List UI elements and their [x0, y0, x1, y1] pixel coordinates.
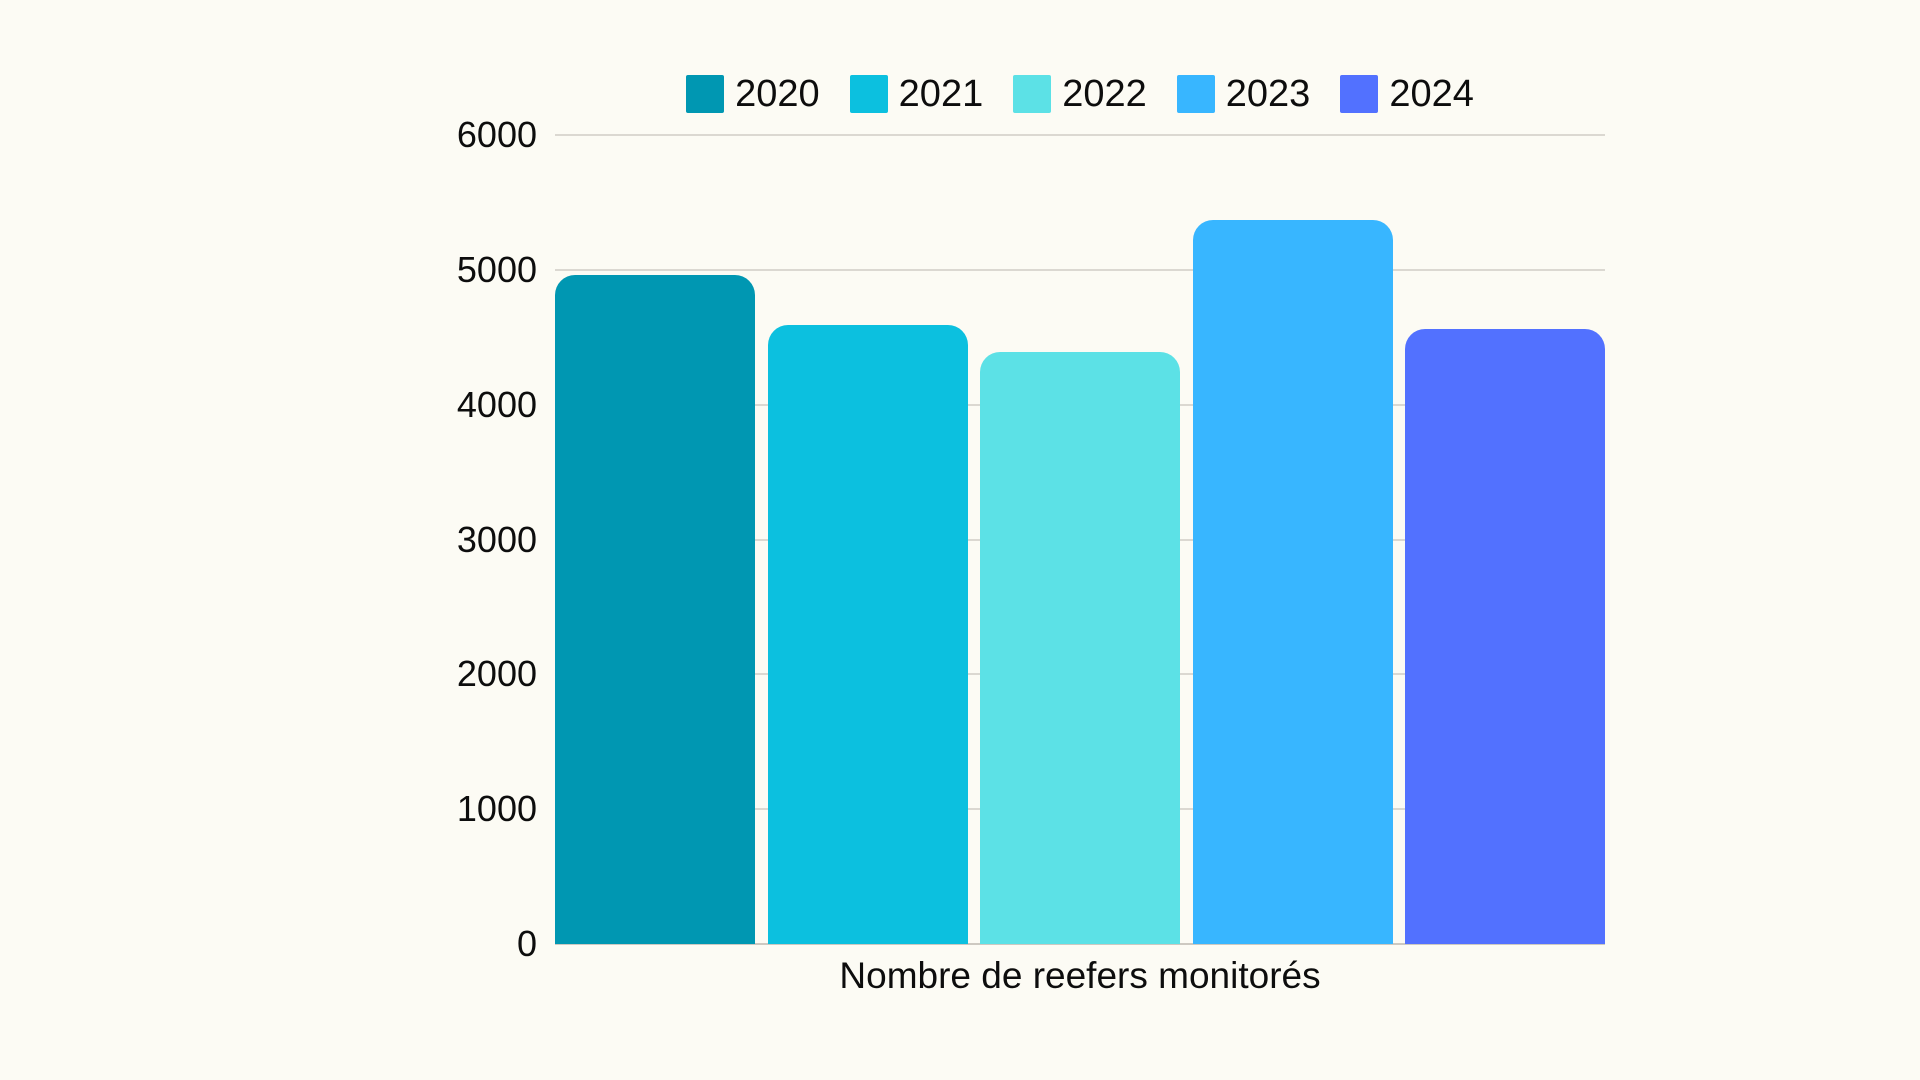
chart-legend: 2020 2021 2022 2023 2024 — [555, 73, 1605, 115]
x-axis-title: Nombre de reefers monitorés — [839, 955, 1321, 996]
legend-swatch-2020 — [686, 75, 725, 113]
legend-item-2023: 2023 — [1176, 73, 1311, 115]
y-tick-label-1000: 1000 — [456, 788, 537, 830]
x-axis-baseline — [555, 943, 1605, 945]
y-tick-label-0: 0 — [516, 923, 537, 964]
legend-swatch-2023 — [1176, 75, 1215, 113]
plot-area — [555, 134, 1605, 945]
legend-item-2021: 2021 — [849, 73, 984, 115]
bar-2022 — [980, 352, 1180, 944]
y-tick-label-3000: 3000 — [456, 518, 537, 560]
legend-swatch-2021 — [849, 75, 888, 113]
gridline-6000 — [555, 134, 1605, 136]
legend-item-2022: 2022 — [1013, 73, 1147, 115]
bar-2021 — [767, 325, 968, 944]
bar-2020 — [555, 275, 755, 944]
legend-swatch-2022 — [1013, 75, 1052, 113]
legend-item-2024: 2024 — [1340, 73, 1474, 115]
y-tick-label-6000: 6000 — [456, 114, 537, 155]
y-tick-label-5000: 5000 — [456, 248, 537, 290]
legend-label: 2024 — [1389, 73, 1474, 115]
legend-label: 2023 — [1225, 73, 1311, 115]
y-tick-label-4000: 4000 — [456, 383, 537, 425]
y-axis-labels: 0 1000 2000 3000 4000 5000 6000 — [0, 0, 537, 1080]
bar-2023 — [1192, 219, 1393, 944]
legend-swatch-2024 — [1340, 75, 1379, 113]
legend-label: 2021 — [898, 73, 984, 115]
y-tick-label-2000: 2000 — [456, 653, 537, 695]
legend-label: 2022 — [1062, 73, 1147, 115]
gridline-5000 — [555, 268, 1605, 271]
bar-2024 — [1405, 329, 1605, 944]
legend-label: 2020 — [735, 73, 820, 115]
legend-item-2020: 2020 — [686, 73, 820, 115]
